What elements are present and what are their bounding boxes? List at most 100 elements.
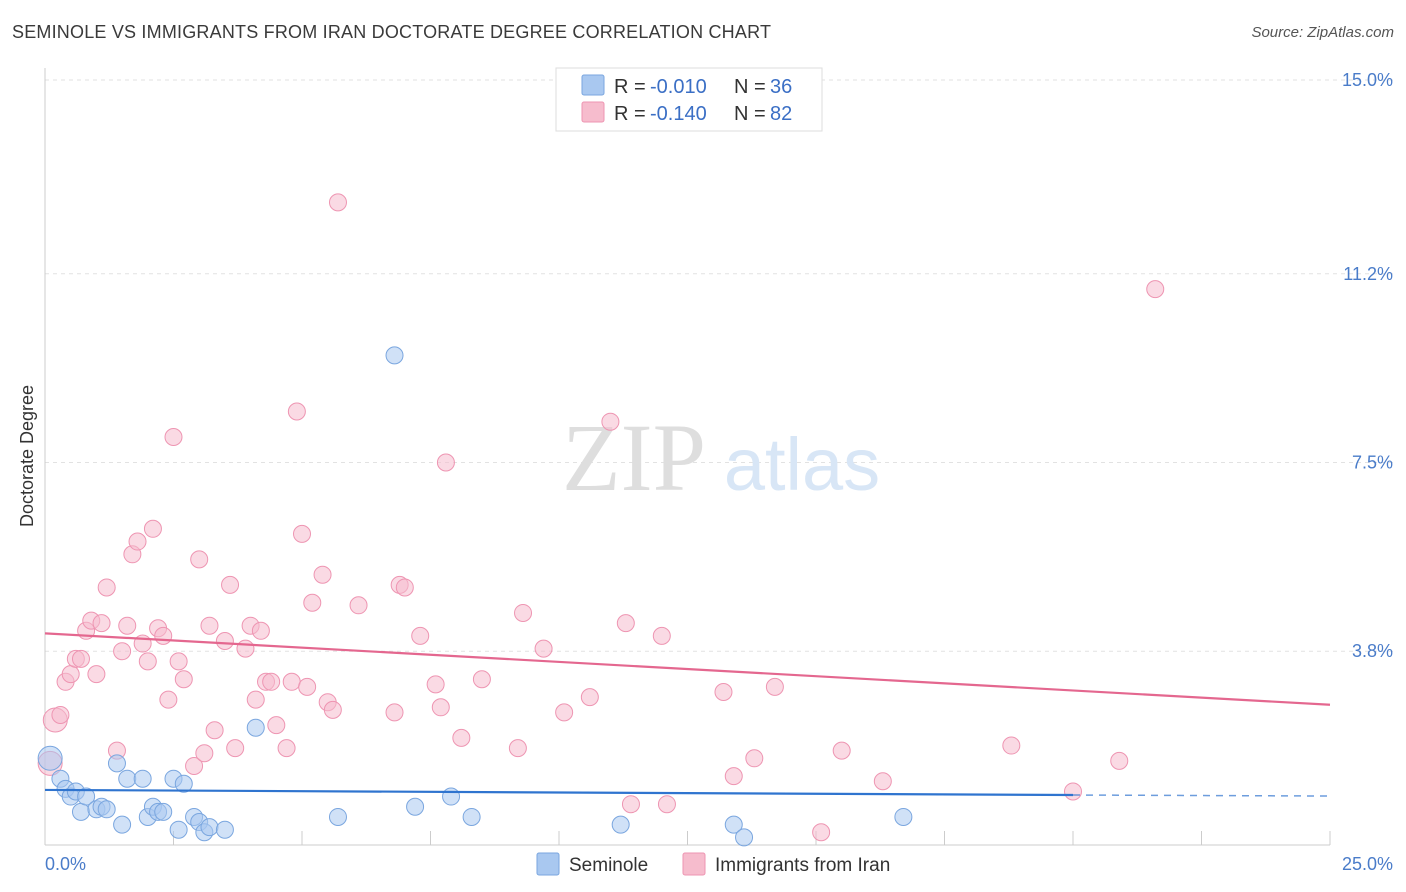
watermark-atlas: atlas — [724, 423, 880, 506]
seminole-point-27 — [328, 807, 347, 826]
data-points — [37, 193, 1165, 847]
source-label: Source: ZipAtlas.com — [1251, 24, 1394, 41]
iran-point-78 — [1002, 736, 1021, 755]
iran-point-77 — [873, 772, 892, 791]
iran-point-4 — [61, 665, 80, 684]
seminole-point-19 — [169, 820, 188, 839]
bottom-legend-swatch-iran — [682, 852, 706, 876]
iran-point-2 — [51, 705, 70, 724]
iran-point-72 — [724, 767, 743, 786]
iran-point-66 — [601, 412, 620, 431]
legend-n-seminole: 36 — [770, 76, 792, 98]
tick-labels: 3.8% 7.5% 11.2% 15.0% 0.0% 25.0% — [45, 70, 1393, 874]
iran-point-54 — [395, 578, 414, 597]
iran-point-58 — [436, 453, 455, 472]
iran-point-63 — [534, 639, 553, 658]
iran-point-9 — [87, 665, 106, 684]
iran-point-26 — [185, 756, 204, 775]
seminole-point-5 — [71, 802, 90, 821]
iran-point-21 — [154, 626, 173, 645]
watermark: ZIP atlas — [562, 404, 880, 511]
seminole-point-20 — [174, 774, 193, 793]
iran-point-18 — [138, 652, 157, 671]
seminole-point-34 — [735, 828, 754, 847]
seminole-trend-extension — [1072, 794, 1331, 797]
chart-title: SEMINOLE VS IMMIGRANTS FROM IRAN DOCTORA… — [12, 22, 772, 42]
iran-point-44 — [293, 524, 311, 543]
iran-point-51 — [349, 596, 368, 615]
seminole-point-33 — [724, 815, 743, 834]
iran-point-16 — [128, 532, 147, 551]
seminole-point-28 — [385, 346, 404, 365]
iran-point-76 — [832, 741, 851, 760]
y-tick-label-3: 15.0% — [1342, 70, 1393, 90]
iran-point-81 — [1146, 280, 1165, 299]
bottom-legend-swatch-seminole — [536, 852, 560, 876]
iran-point-71 — [714, 683, 733, 701]
iran-trend-line — [44, 632, 1331, 706]
bottom-legend: Seminole Immigrants from Iran — [536, 852, 890, 876]
iran-point-32 — [221, 575, 240, 594]
iran-point-6 — [71, 649, 90, 668]
seminole-point-29 — [406, 797, 425, 816]
iran-point-55 — [411, 626, 430, 645]
bottom-legend-label-iran: Immigrants from Iran — [715, 855, 890, 876]
iran-point-69 — [652, 626, 671, 645]
iran-point-45 — [298, 677, 317, 696]
seminole-point-13 — [133, 769, 152, 788]
legend: R = -0.010 N = 36 R = -0.140 N = 82 — [555, 67, 823, 132]
iran-point-46 — [303, 593, 322, 612]
iran-point-52 — [385, 703, 404, 722]
iran-point-61 — [508, 739, 527, 758]
legend-swatch-seminole — [581, 74, 605, 96]
legend-row-seminole: R = -0.010 N = 36 — [581, 74, 792, 98]
iran-point-80 — [1110, 751, 1129, 770]
iran-point-41 — [277, 739, 296, 758]
y-tick-label-1: 7.5% — [1352, 453, 1393, 473]
seminole-point-0 — [37, 745, 63, 771]
iran-point-42 — [282, 672, 301, 691]
iran-point-70 — [657, 795, 676, 814]
iran-point-28 — [195, 744, 214, 763]
seminole-point-9 — [97, 800, 116, 819]
iran-point-23 — [164, 428, 183, 446]
bottom-legend-label-seminole: Seminole — [569, 855, 648, 876]
iran-point-22 — [159, 690, 178, 709]
iran-point-33 — [226, 739, 245, 758]
iran-point-49 — [323, 700, 342, 719]
iran-point-40 — [267, 716, 286, 735]
iran-point-36 — [246, 690, 265, 709]
iran-point-47 — [313, 565, 332, 584]
iran-point-50 — [328, 193, 347, 212]
watermark-zip: ZIP — [562, 404, 706, 511]
seminole-point-31 — [462, 807, 481, 826]
y-tick-label-0: 3.8% — [1352, 641, 1393, 661]
x-tick-label-1: 25.0% — [1342, 854, 1393, 874]
legend-r-label-seminole: R = — [614, 76, 646, 98]
legend-r-label-iran: R = — [614, 103, 646, 125]
grid-lines — [45, 79, 1395, 652]
iran-point-39 — [262, 672, 281, 691]
seminole-point-24 — [200, 818, 219, 837]
iran-point-27 — [190, 550, 209, 569]
iran-point-74 — [765, 677, 784, 696]
iran-point-65 — [580, 688, 599, 707]
iran-point-62 — [514, 603, 533, 622]
iran-point-13 — [113, 642, 132, 661]
iran-point-60 — [472, 670, 491, 689]
iran-point-56 — [426, 675, 445, 694]
iran-point-57 — [431, 698, 450, 717]
y-tick-label-2: 11.2% — [1343, 264, 1393, 284]
iran-point-24 — [169, 652, 188, 671]
seminole-point-25 — [215, 820, 234, 839]
iran-point-75 — [812, 823, 831, 842]
iran-point-34 — [236, 639, 255, 658]
trend-lines — [44, 632, 1331, 797]
iran-point-73 — [745, 749, 764, 768]
iran-point-43 — [287, 402, 306, 421]
legend-swatch-iran — [581, 101, 605, 123]
seminole-point-35 — [894, 807, 913, 826]
seminole-trend-line — [44, 788, 1074, 797]
legend-n-iran: 82 — [770, 103, 792, 125]
